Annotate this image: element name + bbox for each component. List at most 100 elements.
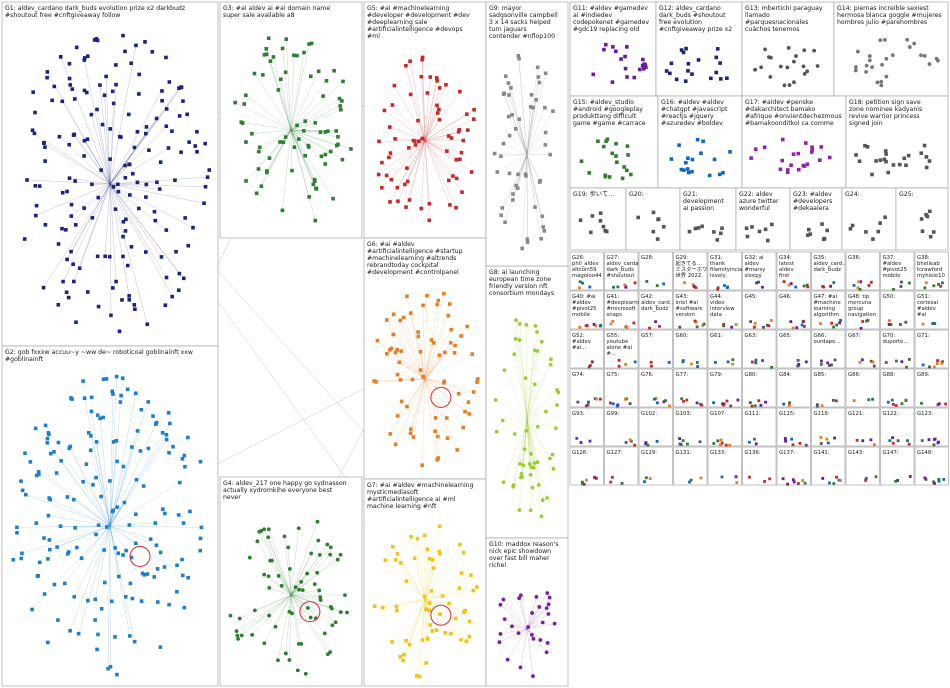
node [332,68,336,73]
node [611,402,615,406]
edge [74,134,111,185]
node [753,67,758,72]
small-group-panel [638,251,673,291]
node [385,352,389,356]
node [380,160,384,165]
node [518,593,523,598]
edge [81,525,111,559]
node [82,88,87,93]
edge [517,154,528,175]
node [111,286,115,290]
small-group-label: G147: [883,450,899,456]
node [542,229,547,233]
node [415,536,420,541]
edge [109,84,117,185]
group-panel-g15 [569,95,659,189]
node [84,462,89,466]
edge [424,315,449,380]
node [588,364,592,367]
node [753,437,756,441]
edge [526,418,544,501]
node [445,149,449,153]
node [299,579,304,584]
node [506,81,511,85]
node [878,221,882,225]
node [123,595,128,599]
small-group-panel [569,368,604,408]
node [620,482,624,485]
group-label-g5: #artificialintelligence #devops [367,26,463,33]
node [447,601,451,606]
node [443,631,447,635]
node [448,340,453,345]
node [530,485,535,490]
node [421,303,425,308]
node [123,49,127,54]
node [609,480,613,484]
node [408,311,413,315]
edge [424,378,459,395]
edge [503,93,528,155]
small-group-label: G70: [883,333,896,339]
edge [417,332,426,380]
node [77,266,82,271]
small-group-panel [742,290,777,330]
group-label-g4: actually xydromkihe everyone best [223,487,333,494]
edge [290,594,300,644]
edge [96,109,111,185]
edge [409,140,426,201]
group-panel-g22 [735,187,791,251]
node [683,281,686,285]
edge [290,80,327,131]
node [393,137,397,141]
small-group-label: G107: [710,411,726,417]
node [127,298,132,302]
edge [290,572,318,596]
node [95,647,99,652]
edge [424,342,435,380]
node [937,402,941,406]
node [524,428,529,433]
node [427,556,432,561]
node [11,558,16,562]
node [532,348,537,353]
small-group-label: G65: [779,333,792,339]
node [52,84,57,89]
node [495,170,500,174]
node [782,402,786,406]
node [311,182,316,187]
node [433,416,438,420]
edge [270,61,292,131]
node [125,263,130,268]
node [531,636,536,641]
node [123,229,128,233]
node [133,391,138,396]
small-group-label: G115: [779,411,795,417]
node [661,224,666,229]
edge [256,129,292,194]
node [838,321,841,325]
edge [391,140,426,180]
node [748,401,752,405]
node [784,439,787,443]
edge [417,538,426,600]
small-group-label: magoloo44 [572,273,602,279]
node [445,436,450,441]
node [154,543,159,548]
small-group-label: G129: [641,450,657,456]
node [60,99,65,104]
node [625,144,630,148]
node [135,180,140,185]
node [863,143,867,148]
node [175,589,179,594]
node [922,54,927,58]
edge [290,98,340,131]
group-panel-g2 [1,345,219,687]
node [695,325,699,329]
small-group-label: G75: [607,372,620,378]
edge [503,418,528,483]
edge [69,525,111,631]
node [748,440,751,444]
node [425,547,430,552]
node [866,319,870,322]
